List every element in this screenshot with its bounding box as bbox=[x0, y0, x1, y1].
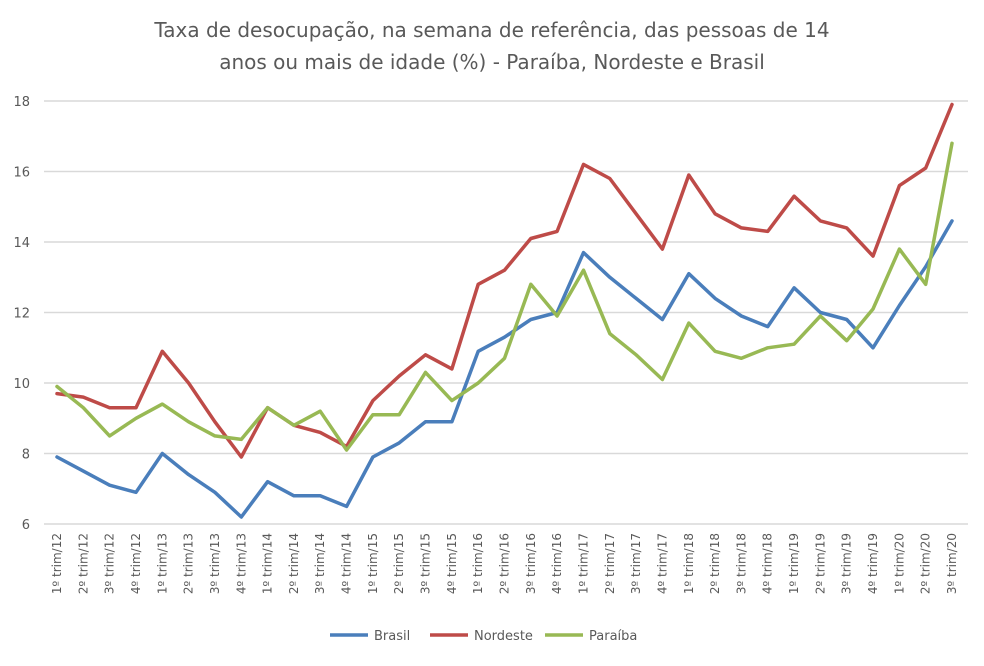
y-tick-label: 8 bbox=[22, 448, 30, 463]
legend-item-paraíba: Paraíba bbox=[545, 629, 637, 644]
series-line-brasil bbox=[55, 219, 954, 519]
y-tick-label: 10 bbox=[13, 377, 30, 392]
x-tick-label: 4º trim/17 bbox=[655, 533, 669, 594]
series-line-paraíba bbox=[55, 141, 954, 452]
legend-label: Brasil bbox=[374, 629, 410, 644]
legend-label: Nordeste bbox=[474, 629, 533, 644]
x-tick-label: 4º trim/15 bbox=[445, 533, 459, 594]
x-tick-label: 3º trim/15 bbox=[419, 533, 433, 594]
x-tick-label: 2º trim/20 bbox=[919, 533, 933, 594]
x-tick-label: 4º trim/18 bbox=[761, 533, 775, 594]
y-tick-label: 12 bbox=[13, 307, 30, 322]
x-tick-label: 1º trim/15 bbox=[366, 533, 380, 594]
x-tick-label: 3º trim/20 bbox=[945, 533, 959, 594]
x-tick-label: 3º trim/13 bbox=[208, 533, 222, 594]
x-tick-label: 3º trim/17 bbox=[629, 533, 643, 594]
x-tick-label: 1º trim/20 bbox=[892, 533, 906, 594]
x-tick-label: 2º trim/14 bbox=[287, 533, 301, 594]
legend-label: Paraíba bbox=[589, 629, 637, 644]
x-tick-label: 2º trim/18 bbox=[708, 533, 722, 594]
chart-title-line-2: anos ou mais de idade (%) - Paraíba, Nor… bbox=[219, 50, 765, 74]
x-tick-label: 4º trim/14 bbox=[340, 533, 354, 594]
y-tick-label: 6 bbox=[22, 518, 30, 533]
x-tick-label: 2º trim/17 bbox=[603, 533, 617, 594]
legend-item-nordeste: Nordeste bbox=[430, 629, 533, 644]
x-tick-label: 1º trim/12 bbox=[50, 533, 64, 594]
x-tick-label: 1º trim/14 bbox=[261, 533, 275, 594]
y-tick-label: 18 bbox=[13, 95, 30, 110]
x-tick-label: 3º trim/19 bbox=[840, 533, 854, 594]
x-tick-label: 1º trim/16 bbox=[471, 533, 485, 594]
x-tick-label: 1º trim/18 bbox=[682, 533, 696, 594]
x-tick-label: 1º trim/19 bbox=[787, 533, 801, 594]
x-tick-label: 4º trim/13 bbox=[234, 533, 248, 594]
legend-item-brasil: Brasil bbox=[330, 629, 410, 644]
x-tick-label: 3º trim/12 bbox=[103, 533, 117, 594]
x-tick-label: 2º trim/13 bbox=[182, 533, 196, 594]
x-tick-label: 1º trim/13 bbox=[155, 533, 169, 594]
y-tick-label: 14 bbox=[13, 236, 30, 251]
x-tick-label: 2º trim/16 bbox=[498, 533, 512, 594]
x-tick-label: 4º trim/16 bbox=[550, 533, 564, 594]
x-tick-label: 3º trim/16 bbox=[524, 533, 538, 594]
x-tick-label: 2º trim/19 bbox=[813, 533, 827, 594]
x-tick-label: 1º trim/17 bbox=[576, 533, 590, 594]
x-tick-label: 3º trim/14 bbox=[313, 533, 327, 594]
x-tick-label: 4º trim/19 bbox=[866, 533, 880, 594]
y-tick-label: 16 bbox=[13, 166, 30, 181]
chart-title-line-1: Taxa de desocupação, na semana de referê… bbox=[153, 18, 829, 42]
x-tick-label: 4º trim/12 bbox=[129, 533, 143, 594]
series-line-nordeste bbox=[55, 102, 954, 459]
x-tick-label: 2º trim/12 bbox=[76, 533, 90, 594]
x-tick-label: 3º trim/18 bbox=[734, 533, 748, 594]
x-tick-label: 2º trim/15 bbox=[392, 533, 406, 594]
